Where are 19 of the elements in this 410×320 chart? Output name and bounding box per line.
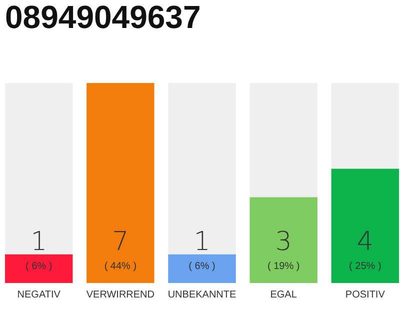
data-label: 7 — [112, 227, 129, 257]
data-label: 1 — [30, 227, 48, 257]
annotation: ( 44% ) — [104, 261, 137, 272]
bar — [86, 83, 154, 283]
annotation: ( 6% ) — [188, 261, 216, 272]
x-tick-label: EGAL — [270, 290, 298, 300]
x-tick-label: UNBEKANNTE — [168, 290, 236, 300]
bar — [5, 254, 73, 283]
x-tick-label: POSITIV — [345, 290, 386, 300]
bar — [168, 254, 236, 283]
chart-title: 08949049637 — [5, 0, 201, 35]
annotation: ( 19% ) — [267, 261, 300, 272]
data-label: 4 — [356, 227, 374, 257]
annotation: ( 25% ) — [349, 261, 382, 272]
x-tick-label: NEGATIV — [17, 290, 61, 300]
x-tick-label: VERWIRREND — [86, 290, 155, 300]
annotation: ( 6% ) — [26, 261, 52, 272]
data-label: 1 — [194, 227, 210, 257]
data-label: 3 — [275, 227, 292, 257]
